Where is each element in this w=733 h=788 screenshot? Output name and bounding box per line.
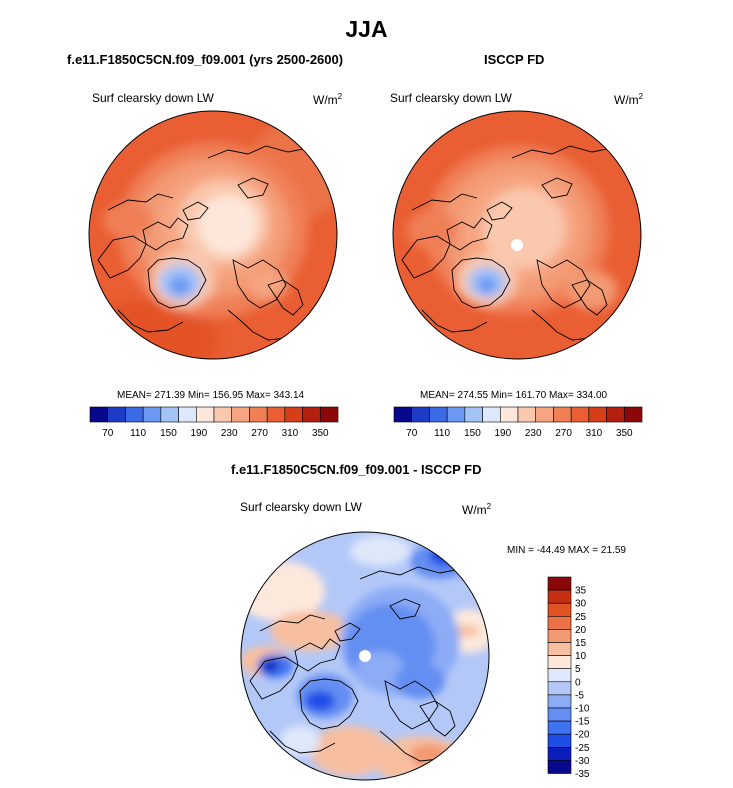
panel-1-colorbar-tick-label: 310 [282,428,299,439]
panel-3-colorbar-box [547,733,572,748]
panel-2-title: ISCCP FD [484,52,545,67]
figure-title: JJA [345,16,388,42]
panel-3-colorbar-box [547,655,572,669]
panel-3-units: W/m2 [462,502,492,517]
panel-3-colorbar-box [547,589,572,604]
panel-2-colorbar-tick-label: 270 [555,428,572,439]
panel-1-colorbar-tick-label: 70 [102,428,114,439]
panel-3-colorbar-tick-label: 0 [575,677,581,688]
panel-1-colorbar-box [89,406,109,423]
panel-1-colorbar-box [142,406,162,423]
panel-3-colorbar-tick-label: -15 [575,717,590,728]
panel-1-colorbar-box [107,406,126,423]
panel-3-colorbar-tick-label: -20 [575,730,590,741]
panel-3-colorbar-box [547,760,572,774]
panel-1-colorbar-tick-label: 270 [251,428,268,439]
panel-1-units: W/m2 [313,92,343,107]
panel-3-colorbar-box [547,668,572,683]
panel-1-variable-label: Surf clearsky down LW [92,91,214,105]
panel-3-colorbar-tick-label: -10 [575,704,590,715]
panel-1-colorbar-tick-label: 230 [221,428,238,439]
panel-3-title: f.e11.F1850C5CN.f09_f09.001 - ISCCP FD [231,462,482,477]
panel-3-colorbar-box [547,642,572,656]
panel-1-stats: MEAN= 271.39 Min= 156.95 Max= 343.14 [117,390,305,401]
panel-3-colorbar-tick-label: 20 [575,625,587,636]
panel-2-colorbar-tick-label: 190 [494,428,511,439]
panel-3-colorbar-tick-label: 35 [575,586,587,597]
panel-3-colorbar-box [547,747,572,761]
panel-3-colorbar: 35 30 25 20 15 10 5 0 -5 -10 -15 -20 -25 -30 -35 [547,576,590,780]
panel-3-colorbar-box [547,629,572,643]
panel-3-colorbar-tick-label: 25 [575,612,587,623]
panel-2-colorbar-box [429,406,448,423]
panel-3-colorbar-tick-label: 5 [575,664,581,675]
panel-2-colorbar-box [482,406,501,423]
panel-1-colorbar: 70 110 150 190 230 270 310 350 [89,406,339,439]
panel-2-variable-label: Surf clearsky down LW [390,91,512,105]
panel-1-colorbar-box [319,406,339,423]
panel-2-colorbar-tick-label: 110 [434,428,450,439]
panel-1-colorbar-box [125,406,144,423]
panel-1-colorbar-box [213,406,233,423]
panel-1-colorbar-box [160,406,179,423]
panel-2-colorbar-box [606,406,625,423]
panel-2-colorbar-tick-label: 230 [525,428,542,439]
panel-1-colorbar-tick-label: 110 [130,428,146,439]
panel-3-colorbar-box [547,694,572,709]
panel-2-colorbar-tick-label: 350 [616,428,633,439]
panel-3-colorbar-box [547,576,572,591]
panel-3-colorbar-tick-label: 30 [575,599,587,610]
panel-3-variable-label: Surf clearsky down LW [240,500,362,514]
panel-3-colorbar-box [547,681,572,696]
panel-2-colorbar-box [393,406,413,423]
panel-2-pole-hole [511,239,523,251]
panel-1-colorbar-box [195,406,215,423]
panel-2-colorbar-box [588,406,607,423]
panel-2-stats: MEAN= 274.55 Min= 161.70 Max= 334.00 [420,390,608,401]
panel-1-colorbar-box [178,406,197,423]
panel-1-colorbar-box [284,406,303,423]
panel-1-colorbar-tick-label: 190 [190,428,207,439]
panel-3-colorbar-tick-label: 15 [575,638,587,649]
panel-3-polar-map [240,531,490,781]
panel-3-colorbar-tick-label: -25 [575,743,590,754]
panel-1-colorbar-tick-label: 150 [160,428,177,439]
panel-1-colorbar-tick-label: 350 [312,428,329,439]
panel-2-colorbar-box [411,406,430,423]
panel-2-colorbar-box [446,406,466,423]
panel-1-polar-map [88,110,338,360]
panel-2-colorbar-box [553,406,572,423]
panel-1-colorbar-box [231,406,250,423]
panel-2-colorbar-box [499,406,519,423]
panel-3-stats: MIN = -44.49 MAX = 21.59 [507,545,626,556]
panel-2-colorbar-tick-label: 150 [464,428,481,439]
panel-1-colorbar-box [249,406,268,423]
panel-2-polar-map [392,110,642,360]
panel-3-pole-hole [359,650,371,662]
panel-3-colorbar-tick-label: -5 [575,690,584,701]
panel-3-colorbar-box [547,602,572,617]
panel-1-colorbar-box [266,406,286,423]
panel-1-title: f.e11.F1850C5CN.f09_f09.001 (yrs 2500-26… [67,52,344,67]
panel-2-colorbar-tick-label: 310 [586,428,603,439]
panel-3-colorbar-box [547,720,572,735]
panel-3-colorbar-tick-label: -30 [575,756,590,767]
panel-2-colorbar-box [464,406,483,423]
panel-3-colorbar-tick-label: -35 [575,769,590,780]
panel-3-colorbar-box [547,615,572,630]
panel-2-colorbar-box [570,406,590,423]
panel-2-colorbar-box [535,406,554,423]
panel-2-colorbar-tick-label: 70 [406,428,418,439]
panel-2-colorbar-box [517,406,537,423]
panel-3-colorbar-box [547,707,572,722]
panel-3-colorbar-tick-label: 10 [575,651,587,662]
panel-2-colorbar: 70 110 150 190 230 270 310 350 [393,406,643,439]
panel-2-colorbar-box [623,406,643,423]
panel-2-units: W/m2 [614,92,644,107]
panel-1-colorbar-box [302,406,321,423]
